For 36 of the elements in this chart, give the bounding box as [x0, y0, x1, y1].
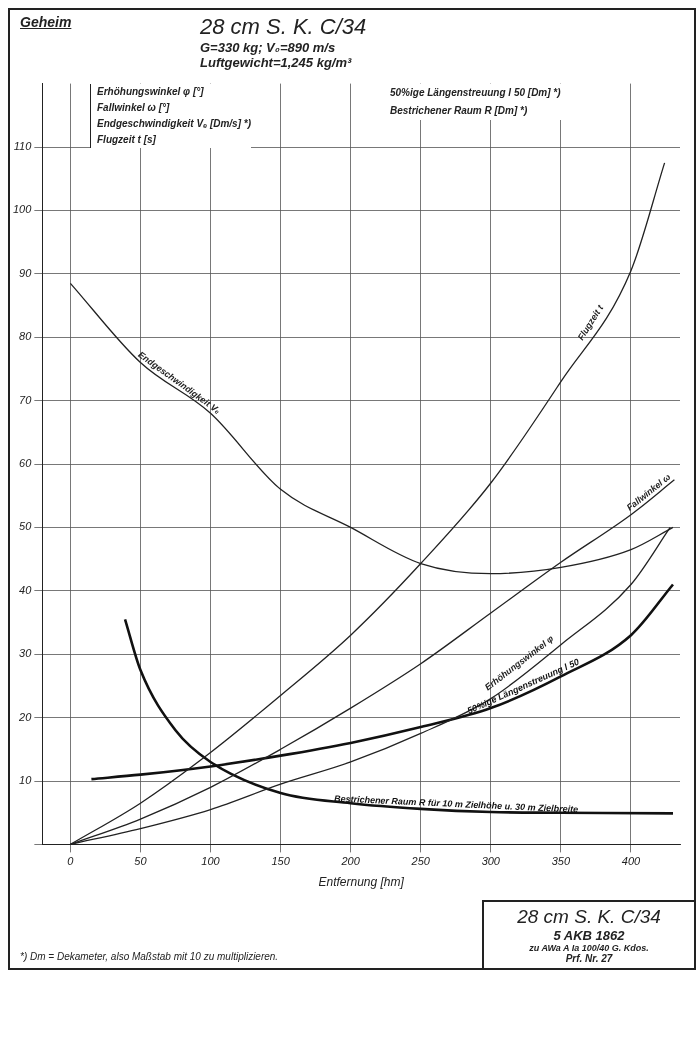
- y-tick-label: 10: [19, 774, 33, 787]
- text: 5 AKB 1862: [553, 928, 625, 943]
- text: zu AWa A Ia 100/40 G. Kdos.: [529, 943, 649, 953]
- y-tick-label: 70: [19, 393, 33, 406]
- y-tick-label: 90: [19, 266, 33, 279]
- y-tick-label: 100: [12, 203, 33, 216]
- chart-title: 28 cm S. K. C/34: [200, 14, 367, 39]
- y-tick-label: 60: [19, 457, 33, 470]
- y-tick-label: 40: [19, 583, 33, 596]
- x-tick-label: 150: [271, 855, 291, 868]
- x-tick-label: 200: [340, 855, 361, 868]
- y-tick-label: 110: [13, 140, 33, 153]
- chart-subtitle: G=330 kg; V₀=890 m/s Luftgewicht=1,245 kg/m³: [200, 40, 352, 70]
- x-tick-label: 100: [201, 855, 221, 868]
- text: Prf. Nr. 27: [565, 953, 613, 964]
- x-tick-label: 350: [551, 855, 571, 868]
- annotation: Flugzeit t [s]: [97, 134, 156, 145]
- x-tick-label: 250: [410, 855, 431, 868]
- annotation: Fallwinkel ω [°]: [97, 102, 170, 113]
- annotation: Erhöhungswinkel φ [°]: [97, 86, 204, 97]
- x-tick-label: 50: [134, 855, 148, 868]
- text: Geheim: [20, 14, 72, 30]
- annotation: Bestrichener Raum R [Dm] *): [390, 105, 528, 116]
- x-axis-title: Entfernung [hm]: [318, 875, 405, 890]
- annotation: 50%ige Längenstreuung l 50 [Dm] *): [390, 87, 561, 98]
- x-tick-label: 400: [621, 855, 642, 868]
- y-tick-label: 30: [19, 647, 33, 660]
- x-tick-label: 0: [67, 855, 75, 868]
- y-tick-label: 80: [19, 330, 33, 343]
- series-label: Bestrichener Raum R für 10 m Zielhöhe u. 30 m Zielbreite: [333, 793, 579, 815]
- x-tick-label: 300: [481, 855, 501, 868]
- text: *) Dm = Dekameter, also Maßstab mit 10 zu multiplizieren.: [20, 951, 279, 962]
- text: 28 cm S. K. C/34: [517, 906, 661, 927]
- y-tick-label: 50: [19, 520, 33, 533]
- annotation: Endgeschwindigkeit Vₑ [Dm/s] *): [97, 118, 252, 129]
- y-tick-label: 20: [18, 710, 33, 723]
